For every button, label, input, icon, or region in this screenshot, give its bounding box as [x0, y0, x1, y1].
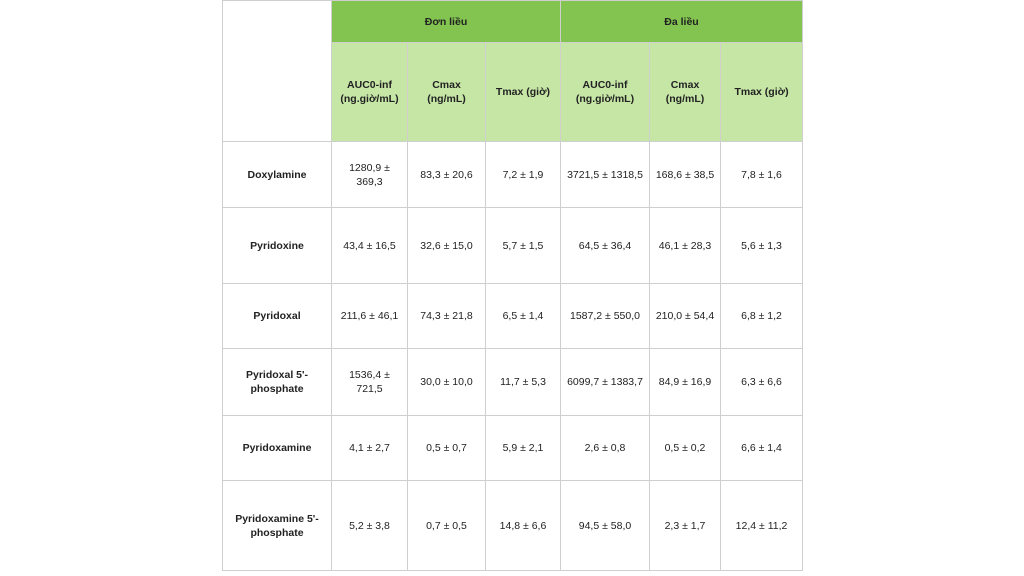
column-header: AUC0-inf (ng.giờ/mL): [331, 42, 408, 142]
value-cell: 32,6 ± 15,0: [407, 207, 486, 284]
value-cell: 7,2 ± 1,9: [485, 141, 561, 208]
value-cell: 84,9 ± 16,9: [649, 348, 721, 416]
group-header: Đa liều: [559, 0, 804, 43]
value-cell: 1587,2 ± 550,0: [560, 283, 650, 349]
value-cell: 3721,5 ± 1318,5: [560, 141, 650, 208]
value-cell: 14,8 ± 6,6: [485, 480, 561, 571]
value-cell: 6099,7 ± 1383,7: [560, 348, 650, 416]
pk-table: Đơn liều Đa liều AUC0-inf (ng.giờ/mL) Cmax …: [222, 0, 804, 571]
row-label: Pyridoxamine 5'-phosphate: [222, 480, 332, 571]
value-cell: 6,8 ± 1,2: [719, 283, 804, 349]
value-cell: 6,6 ± 1,4: [719, 415, 804, 481]
value-cell: 43,4 ± 16,5: [331, 207, 408, 284]
value-cell: 1280,9 ± 369,3: [331, 141, 408, 208]
row-label: Pyridoxal 5'-phosphate: [222, 348, 332, 416]
column-header: Tmax (giờ): [719, 42, 804, 142]
value-cell: 211,6 ± 46,1: [331, 283, 408, 349]
row-label: Pyridoxamine: [222, 415, 332, 481]
value-cell: 2,3 ± 1,7: [649, 480, 721, 571]
value-cell: 11,7 ± 5,3: [485, 348, 561, 416]
row-label: Pyridoxal: [222, 283, 332, 349]
row-label: Doxylamine: [222, 141, 332, 208]
value-cell: 5,6 ± 1,3: [719, 207, 804, 284]
value-cell: 1536,4 ± 721,5: [331, 348, 408, 416]
value-cell: 83,3 ± 20,6: [407, 141, 486, 208]
value-cell: 5,7 ± 1,5: [485, 207, 561, 284]
value-cell: 12,4 ± 11,2: [719, 480, 804, 571]
value-cell: 4,1 ± 2,7: [331, 415, 408, 481]
value-cell: 30,0 ± 10,0: [407, 348, 486, 416]
value-cell: 6,3 ± 6,6: [719, 348, 804, 416]
value-cell: 7,8 ± 1,6: [719, 141, 804, 208]
value-cell: 74,3 ± 21,8: [407, 283, 486, 349]
corner-cell: [222, 0, 332, 142]
group-header: Đơn liều: [331, 0, 561, 43]
value-cell: 2,6 ± 0,8: [560, 415, 650, 481]
column-header: Cmax (ng/mL): [407, 42, 486, 142]
column-header: Cmax (ng/mL): [649, 42, 721, 142]
value-cell: 5,9 ± 2,1: [485, 415, 561, 481]
value-cell: 210,0 ± 54,4: [649, 283, 721, 349]
value-cell: 94,5 ± 58,0: [560, 480, 650, 571]
value-cell: 64,5 ± 36,4: [560, 207, 650, 284]
column-header: Tmax (giờ): [485, 42, 561, 142]
value-cell: 0,7 ± 0,5: [407, 480, 486, 571]
value-cell: 46,1 ± 28,3: [649, 207, 721, 284]
value-cell: 0,5 ± 0,7: [407, 415, 486, 481]
value-cell: 0,5 ± 0,2: [649, 415, 721, 481]
value-cell: 5,2 ± 3,8: [331, 480, 408, 571]
value-cell: 6,5 ± 1,4: [485, 283, 561, 349]
column-header: AUC0-inf (ng.giờ/mL): [560, 42, 650, 142]
value-cell: 168,6 ± 38,5: [649, 141, 721, 208]
row-label: Pyridoxine: [222, 207, 332, 284]
